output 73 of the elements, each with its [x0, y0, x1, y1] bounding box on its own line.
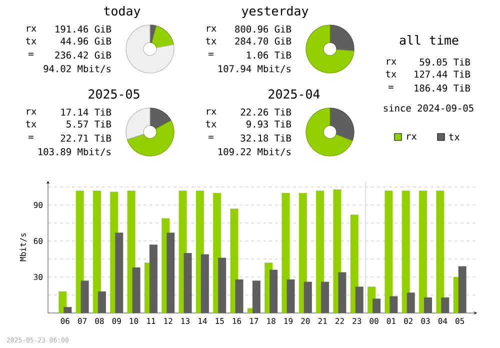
- bar: [441, 297, 450, 313]
- text: 109.22 Mbit/s: [218, 148, 291, 156]
- text: tx: [206, 120, 216, 128]
- legend-label: rx: [407, 134, 417, 140]
- text: 32.18 TiB: [240, 134, 292, 142]
- text: =: [208, 136, 214, 139]
- text: 22.71 TiB: [60, 134, 112, 142]
- text: rx: [386, 59, 396, 65]
- bar: [252, 280, 260, 313]
- bar: [384, 190, 393, 313]
- text: 103.89 Mbit/s: [38, 148, 111, 156]
- bar: [80, 280, 89, 313]
- text: 127.44 TiB: [414, 70, 470, 78]
- text: 59.05 TiB: [420, 58, 470, 66]
- text: =: [208, 52, 214, 56]
- bar: [200, 254, 209, 313]
- bar: [321, 282, 330, 313]
- text: all time: [400, 35, 458, 45]
- bar: [406, 292, 415, 313]
- text: 107.94 Mbit/s: [218, 64, 291, 74]
- chart-title: 2025-05: [88, 89, 140, 99]
- text: =: [388, 86, 394, 89]
- bar: [149, 244, 158, 313]
- bar: [98, 291, 106, 313]
- bar: [424, 297, 432, 313]
- bar: [316, 190, 324, 313]
- bar: [286, 279, 295, 313]
- text: rx: [206, 26, 216, 32]
- bar: [64, 307, 72, 313]
- text: tx: [206, 38, 216, 44]
- text: tx: [26, 120, 36, 128]
- text: 44.96 GiB: [60, 37, 112, 45]
- text: 5.57 TiB: [66, 120, 112, 128]
- text: 186.49 TiB: [414, 84, 470, 92]
- text: 1.06 TiB: [247, 51, 292, 59]
- text: rx: [26, 26, 36, 32]
- bar: [436, 190, 444, 313]
- bar: [270, 270, 278, 313]
- bar: [390, 296, 398, 313]
- bar: [298, 192, 307, 313]
- text: 94.02 Mbit/s: [44, 64, 111, 74]
- bar: [92, 190, 101, 313]
- bar: [132, 267, 140, 313]
- text: 22.26 TiB: [240, 108, 292, 116]
- bar: [458, 266, 466, 313]
- bar: [338, 272, 346, 313]
- bar: [166, 232, 175, 313]
- text: tx: [26, 38, 36, 44]
- bar: [115, 232, 124, 313]
- text: 17.14 TiB: [61, 108, 112, 116]
- text: tx: [386, 70, 396, 78]
- bar: [184, 253, 192, 313]
- bar: [235, 279, 244, 313]
- text: =: [28, 136, 34, 139]
- bar: [355, 286, 364, 313]
- text: 9.93 TiB: [246, 120, 292, 128]
- chart-title: yesterday: [242, 6, 308, 18]
- bar: [419, 190, 428, 313]
- bar: [402, 190, 410, 313]
- bar: [304, 282, 312, 313]
- text: 236.42 GiB: [55, 51, 112, 59]
- bar: [372, 298, 381, 313]
- text: 191.46 GiB: [56, 25, 112, 33]
- text: 284.70 GiB: [235, 37, 292, 45]
- text: since 2024-09-05: [384, 104, 474, 112]
- bar: [218, 258, 226, 313]
- text: 800.96 GiB: [235, 25, 292, 33]
- text: rx: [26, 109, 36, 115]
- text: rx: [206, 109, 216, 115]
- text: =: [28, 52, 34, 56]
- legend-label: tx: [449, 134, 460, 140]
- chart-title: today: [104, 6, 140, 18]
- chart-title: 2025-04: [268, 89, 320, 99]
